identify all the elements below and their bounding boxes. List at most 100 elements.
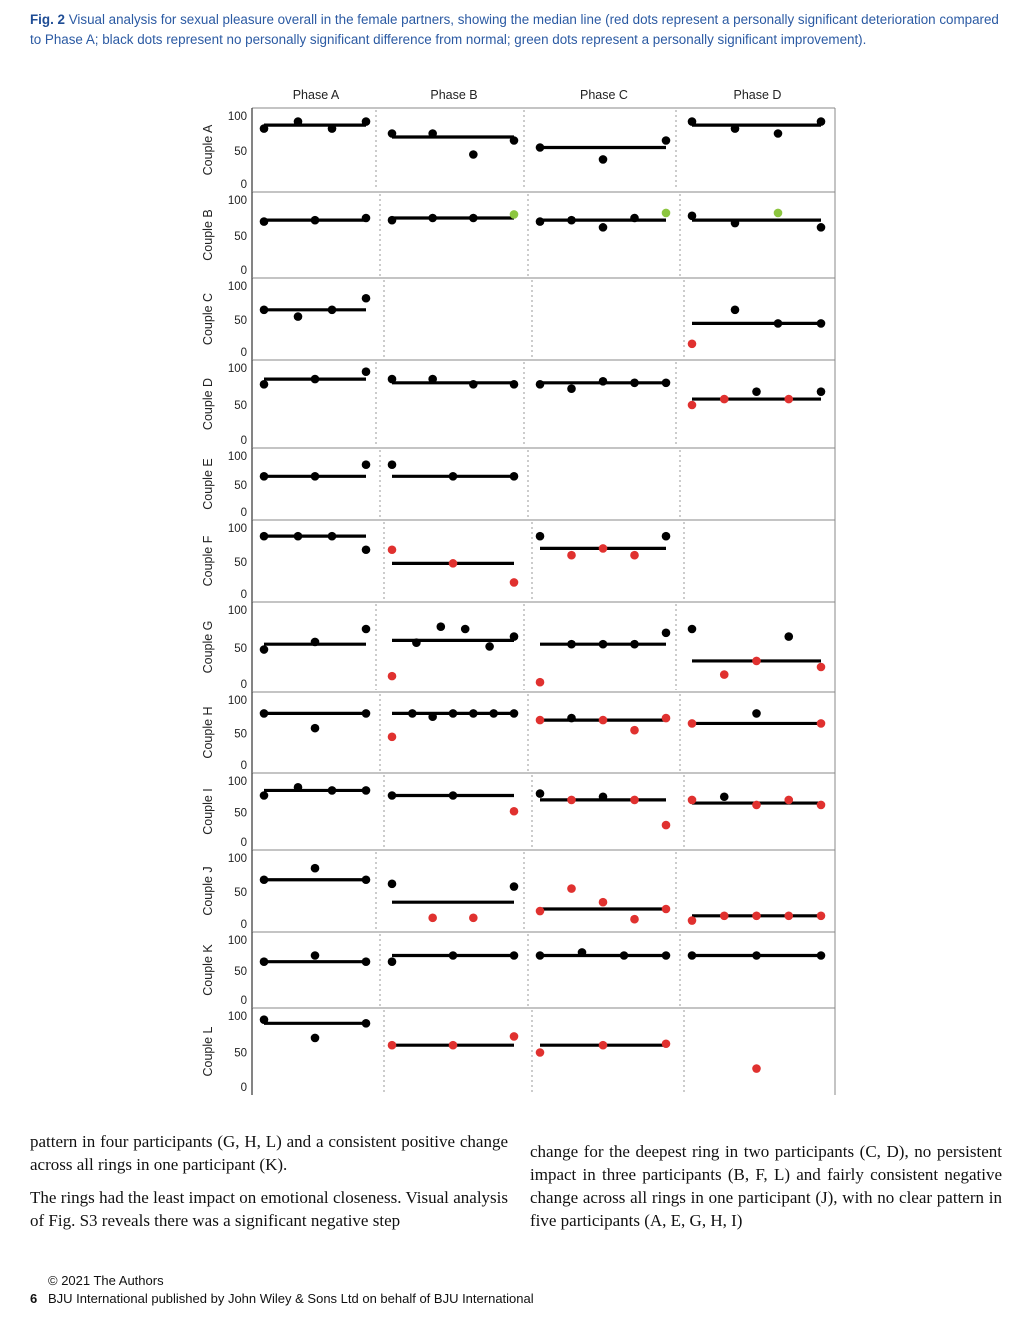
data-point: [436, 622, 446, 632]
data-point: [598, 155, 608, 164]
y-tick-label: 50: [234, 480, 247, 492]
data-point: [773, 208, 783, 218]
data-point: [361, 213, 371, 223]
data-point: [535, 531, 545, 541]
data-point: [361, 624, 371, 634]
y-tick-label: 50: [234, 315, 247, 327]
data-point: [259, 217, 269, 226]
body-paragraph: The rings had the least impact on emotio…: [30, 1188, 508, 1230]
publisher-line: 6 BJU International published by John Wil…: [30, 1290, 534, 1308]
data-point: [428, 213, 437, 223]
data-point: [752, 387, 761, 396]
phase-header: Phase A: [293, 88, 340, 102]
data-point: [773, 129, 783, 138]
data-point: [509, 472, 519, 481]
data-point: [661, 951, 671, 960]
data-point: [598, 897, 608, 907]
data-point: [816, 951, 826, 960]
data-point: [630, 725, 639, 735]
y-tick-label: 0: [241, 179, 247, 191]
data-point: [816, 719, 826, 728]
data-point: [752, 709, 761, 718]
data-point: [448, 709, 458, 718]
data-point: [387, 671, 397, 681]
data-point: [387, 879, 397, 889]
data-point: [448, 1040, 458, 1050]
couple-label: Couple J: [201, 866, 215, 915]
data-point: [784, 394, 794, 404]
data-point: [661, 208, 671, 218]
data-point: [535, 906, 545, 916]
body-text-right-column: change for the deepest ring in two parti…: [530, 1140, 1002, 1242]
data-point: [469, 150, 478, 159]
data-point: [661, 820, 671, 830]
data-point: [361, 709, 371, 718]
data-point: [448, 559, 458, 568]
y-tick-label: 50: [234, 557, 247, 569]
data-point: [327, 531, 337, 541]
data-point: [687, 339, 697, 349]
data-point: [310, 472, 320, 481]
data-point: [489, 709, 498, 718]
y-tick-label: 50: [234, 887, 247, 899]
data-point: [816, 319, 826, 328]
couple-label: Couple E: [201, 458, 215, 509]
data-point: [535, 789, 545, 798]
y-tick-label: 100: [228, 195, 247, 207]
couple-label: Couple D: [201, 378, 215, 430]
data-point: [630, 378, 639, 388]
data-point: [509, 379, 519, 389]
caption-text: Visual analysis for sexual pleasure over…: [30, 12, 999, 47]
data-point: [598, 639, 608, 649]
data-point: [509, 1032, 519, 1041]
couple-label: Couple C: [201, 293, 215, 345]
caption-label: Fig. 2: [30, 12, 65, 27]
data-point: [310, 637, 320, 647]
couple-label: Couple F: [201, 535, 215, 586]
data-point: [730, 305, 740, 315]
data-point: [577, 948, 587, 957]
couple-label: Couple B: [201, 209, 215, 260]
data-point: [361, 786, 371, 795]
data-point: [428, 913, 437, 923]
data-point: [448, 951, 458, 960]
data-point: [619, 951, 629, 960]
couple-label: Couple A: [201, 124, 215, 175]
data-point: [259, 305, 269, 315]
data-point: [387, 791, 397, 800]
data-point: [509, 632, 519, 641]
y-tick-label: 0: [241, 507, 247, 519]
couple-label: Couple G: [201, 621, 215, 674]
y-tick-label: 50: [234, 231, 247, 243]
y-tick-label: 100: [228, 451, 247, 463]
data-point: [661, 628, 671, 638]
data-point: [535, 143, 545, 152]
data-point: [661, 136, 671, 145]
data-point: [630, 550, 639, 560]
data-point: [408, 709, 417, 718]
data-point: [661, 378, 671, 388]
data-point: [752, 800, 761, 810]
data-point: [310, 215, 320, 225]
data-point: [259, 791, 269, 800]
page-footer: © 2021 The Authors 6 BJU International pu…: [30, 1272, 534, 1308]
data-point: [567, 795, 576, 805]
data-point: [361, 875, 371, 885]
data-point: [719, 670, 729, 679]
data-point: [485, 642, 494, 651]
data-point: [752, 1064, 761, 1073]
phase-header: Phase D: [734, 88, 782, 102]
phase-header: Phase B: [430, 88, 477, 102]
y-tick-label: 50: [234, 146, 247, 158]
data-point: [387, 129, 397, 138]
y-tick-label: 0: [241, 995, 247, 1007]
data-point: [509, 806, 519, 816]
y-tick-label: 50: [234, 808, 247, 820]
y-tick-label: 100: [228, 605, 247, 617]
data-point: [469, 709, 478, 718]
data-point: [730, 124, 740, 133]
y-tick-label: 0: [241, 679, 247, 691]
data-point: [361, 460, 371, 470]
data-point: [567, 215, 576, 225]
data-point: [784, 795, 794, 805]
